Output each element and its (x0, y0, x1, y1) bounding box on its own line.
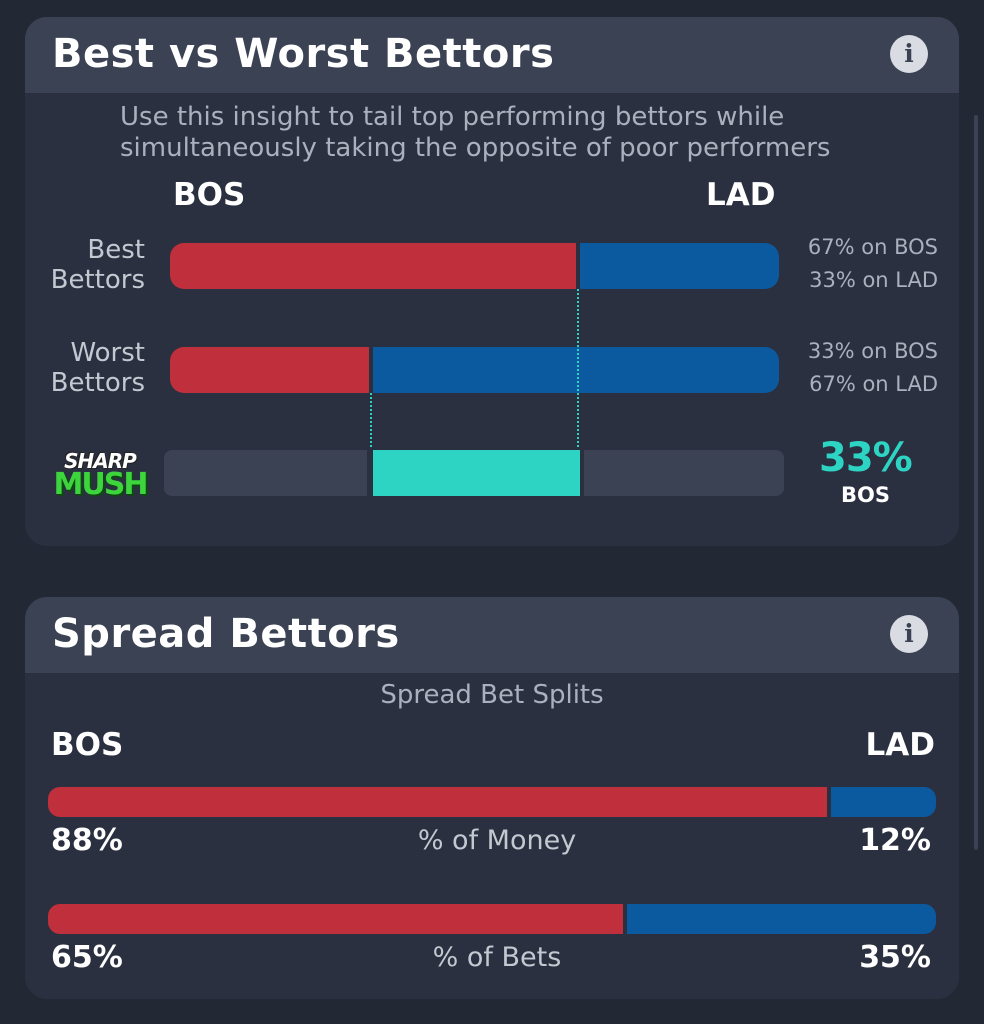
money-label: % of Money (417, 825, 577, 856)
bets-bos-pct: 65% (51, 940, 123, 975)
worst-bettors-bos-bar (170, 347, 369, 393)
money-bos-bar (48, 787, 827, 817)
sharp-mush-gap-bar (373, 450, 580, 496)
info-icon[interactable]: i (890, 35, 928, 73)
team-left-label: BOS (173, 177, 246, 213)
bets-lad-pct: 35% (859, 940, 931, 975)
best-vs-worst-card: Best vs Worst Bettors i Use this insight… (25, 17, 959, 546)
info-icon[interactable]: i (890, 615, 928, 653)
team-right-label: LAD (706, 177, 776, 213)
scrollbar[interactable] (974, 115, 978, 850)
best-bettors-lad-bar (580, 243, 779, 289)
worst-split-guide (370, 393, 372, 447)
worst-bettors-label: Worst Bettors (25, 338, 145, 398)
money-bos-pct: 88% (51, 823, 123, 858)
section-label: Spread Bet Splits (380, 680, 604, 710)
money-lad-bar (831, 787, 936, 817)
best-bettors-note: 67% on BOS 33% on LAD (768, 231, 938, 297)
sharp-mush-track-left (164, 450, 367, 496)
sharp-mush-track-right (584, 450, 784, 496)
worst-label-line-2: Bettors (50, 368, 145, 398)
description-line-2: simultaneously taking the opposite of po… (120, 133, 831, 163)
spread-bettors-card: Spread Bettors i Spread Bet Splits BOS L… (25, 597, 959, 999)
worst-label-line-1: Worst (70, 338, 145, 368)
bets-bos-bar (48, 904, 623, 934)
money-lad-pct: 12% (859, 823, 931, 858)
bets-label: % of Bets (432, 942, 562, 973)
team-left-label: BOS (51, 727, 124, 763)
logo-top-text: SHARP (64, 449, 137, 473)
worst-note-line-2: 67% on LAD (809, 372, 938, 396)
best-bettors-label: Best Bettors (25, 235, 145, 295)
worst-note-line-1: 33% on BOS (807, 339, 938, 363)
team-right-label: LAD (865, 727, 935, 763)
card-title: Spread Bettors (52, 611, 400, 657)
worst-bettors-lad-bar (373, 347, 779, 393)
best-label-line-1: Best (87, 235, 145, 265)
best-split-guide (577, 289, 579, 447)
best-bettors-bos-bar (170, 243, 576, 289)
worst-bettors-note: 33% on BOS 67% on LAD (768, 335, 938, 401)
logo-bottom-text: MUSH (53, 467, 149, 502)
card-header: Spread Bettors i (25, 597, 959, 673)
bets-lad-bar (627, 904, 936, 934)
sharp-mush-logo: SHARP MUSH (47, 449, 153, 509)
best-note-line-2: 33% on LAD (809, 268, 938, 292)
best-note-line-1: 67% on BOS (807, 235, 938, 259)
sharp-mush-team: BOS (841, 483, 890, 507)
card-header: Best vs Worst Bettors i (25, 17, 959, 93)
card-title: Best vs Worst Bettors (52, 31, 555, 77)
sharp-mush-value: 33% (819, 435, 913, 481)
description-line-1: Use this insight to tail top performing … (120, 102, 785, 132)
best-label-line-2: Bettors (50, 265, 145, 295)
